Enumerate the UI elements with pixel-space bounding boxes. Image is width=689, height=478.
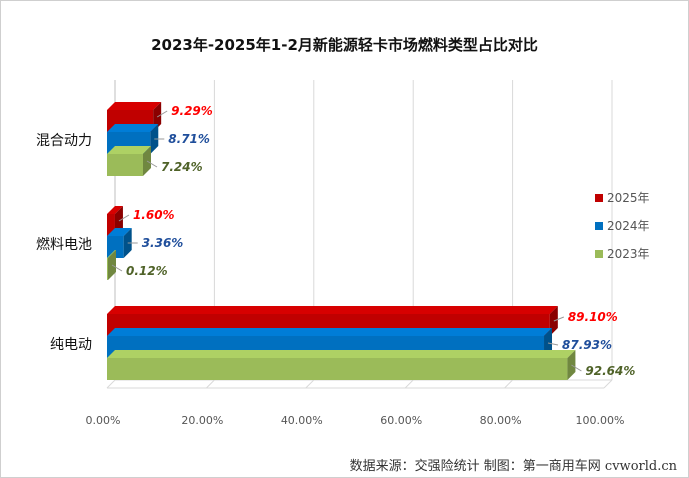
x-tick-label: 100.00% <box>576 414 625 427</box>
legend-label: 2024年 <box>607 219 650 233</box>
x-tick-label: 20.00% <box>181 414 223 427</box>
category-label: 纯电动 <box>50 337 92 353</box>
bar-top-face <box>107 250 116 258</box>
bar-top-face <box>107 124 159 132</box>
gridline-floor <box>504 379 513 389</box>
gridline-floor <box>206 379 215 389</box>
bar-top-face <box>107 228 132 236</box>
chart-title: 2023年-2025年1-2月新能源轻卡市场燃料类型占比对比 <box>151 36 538 54</box>
bar-top-face <box>107 146 151 154</box>
gridline-floor <box>106 379 116 389</box>
data-label-leader <box>156 110 168 118</box>
data-label: 0.12% <box>126 264 168 278</box>
data-label: 3.36% <box>142 236 184 250</box>
x-tick-label: 0.00% <box>86 414 121 427</box>
bar-2024年-燃料电池 <box>107 236 124 258</box>
data-label-leader <box>547 342 559 346</box>
x-tick-label: 80.00% <box>480 414 522 427</box>
bar-top-face <box>107 306 558 314</box>
bar-top-face <box>107 206 123 214</box>
data-label-leader <box>111 264 123 272</box>
gridline-floor <box>404 379 414 389</box>
legend-swatch <box>595 194 603 202</box>
legend-label: 2025年 <box>607 191 650 205</box>
bar-2023年-燃料电池 <box>107 258 108 280</box>
data-label-leader <box>118 214 130 222</box>
legend-label: 2023年 <box>607 247 650 261</box>
data-label: 8.71% <box>168 132 210 146</box>
gridline-floor <box>603 379 613 389</box>
data-label: 92.64% <box>585 364 635 378</box>
data-label: 9.29% <box>171 104 213 118</box>
bar-top-face <box>107 102 162 110</box>
bar-2023年-混合动力 <box>107 154 143 176</box>
data-source-credit: 数据来源：交强险统计 制图：第一商用车网 cvworld.cn <box>349 459 677 474</box>
bar-top-face <box>107 328 553 336</box>
category-label: 混合动力 <box>36 133 92 149</box>
data-label: 1.60% <box>133 208 175 222</box>
legend-swatch <box>595 222 603 230</box>
data-label: 89.10% <box>568 310 618 324</box>
legend-swatch <box>595 250 603 258</box>
data-label-leader <box>553 316 565 322</box>
data-label: 7.24% <box>161 160 203 174</box>
data-label-leader <box>571 364 582 372</box>
bar-2023年-纯电动 <box>107 358 568 380</box>
category-label: 燃料电池 <box>36 236 92 253</box>
x-tick-label: 60.00% <box>380 414 422 427</box>
bar-2025年-燃料电池 <box>107 214 115 236</box>
x-tick-label: 40.00% <box>281 414 323 427</box>
gridline-floor <box>305 379 315 389</box>
bar-top-face <box>107 350 576 358</box>
data-label: 87.93% <box>562 338 612 352</box>
data-label-leader <box>146 160 158 168</box>
